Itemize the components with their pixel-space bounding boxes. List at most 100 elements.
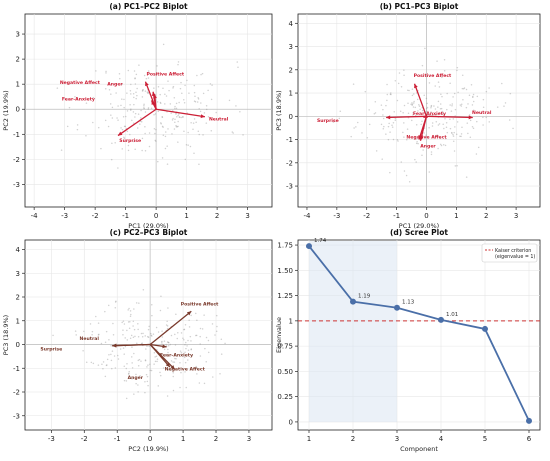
score-point xyxy=(459,135,461,138)
score-point xyxy=(161,157,164,159)
score-point xyxy=(104,375,107,378)
score-point xyxy=(124,125,127,128)
score-point xyxy=(438,123,441,125)
score-point xyxy=(451,132,453,134)
score-point xyxy=(440,107,443,110)
score-point xyxy=(350,135,352,138)
score-point xyxy=(417,110,419,112)
score-point xyxy=(402,112,404,114)
score-point xyxy=(388,122,390,125)
plot-frame xyxy=(24,13,273,208)
plot-frame xyxy=(297,13,541,208)
score-point xyxy=(108,89,111,91)
loading-arrowhead xyxy=(170,365,175,370)
score-point xyxy=(185,347,187,350)
score-point xyxy=(202,134,204,136)
score-point xyxy=(148,325,150,328)
score-point xyxy=(411,94,414,97)
score-point xyxy=(199,110,202,113)
score-point xyxy=(117,167,119,169)
score-point xyxy=(146,375,149,378)
score-point xyxy=(114,306,117,309)
score-point xyxy=(141,149,143,152)
eigenvalue-label: 1.74 xyxy=(314,238,327,244)
score-point xyxy=(135,382,137,385)
score-point xyxy=(386,83,388,86)
score-point xyxy=(75,334,77,336)
score-point xyxy=(97,364,100,366)
score-point xyxy=(134,77,136,79)
score-point xyxy=(215,111,217,114)
score-point xyxy=(461,126,463,128)
score-point xyxy=(426,102,428,105)
score-point xyxy=(482,124,484,126)
score-point xyxy=(207,351,210,354)
legend-box xyxy=(481,243,538,263)
score-point xyxy=(197,130,200,132)
score-point xyxy=(159,102,162,105)
score-point xyxy=(144,132,146,135)
loading-label: Negative Affect xyxy=(406,134,447,140)
loading-arrow xyxy=(413,83,428,117)
score-point xyxy=(469,119,472,122)
x-tick-label: 0 xyxy=(424,212,428,220)
score-point xyxy=(143,104,145,107)
score-point xyxy=(412,111,414,114)
score-point xyxy=(171,133,173,135)
score-point xyxy=(100,342,103,345)
score-point xyxy=(415,142,418,145)
score-point xyxy=(174,357,176,360)
score-point xyxy=(211,323,214,325)
score-point xyxy=(83,330,85,333)
loading-arrowhead xyxy=(414,83,418,89)
eigenvalue-point xyxy=(306,243,312,250)
score-point xyxy=(147,92,149,95)
score-point xyxy=(214,334,216,336)
score-point xyxy=(197,98,200,100)
score-point xyxy=(166,341,169,343)
chart-title: (c) PC2–PC3 Biplot xyxy=(110,228,188,237)
score-point xyxy=(104,341,107,344)
score-point xyxy=(411,102,413,104)
score-point xyxy=(403,136,405,138)
score-point xyxy=(154,356,156,358)
score-point xyxy=(425,97,428,100)
score-point xyxy=(110,353,112,356)
score-point xyxy=(157,160,159,163)
score-point xyxy=(195,312,197,315)
score-point xyxy=(161,125,164,128)
score-point xyxy=(150,334,153,337)
score-point xyxy=(131,362,133,364)
score-point xyxy=(133,352,135,355)
x-tick-label: 3 xyxy=(245,212,249,220)
loading-arrowhead xyxy=(200,114,205,119)
score-point xyxy=(451,103,453,105)
score-point xyxy=(137,384,139,386)
score-point xyxy=(152,333,155,335)
score-point xyxy=(449,118,451,120)
score-point xyxy=(155,355,158,357)
score-point xyxy=(147,70,150,72)
score-point xyxy=(126,362,128,365)
score-point xyxy=(231,131,234,133)
score-point xyxy=(485,116,487,119)
score-point xyxy=(143,107,145,109)
y-tick-label: 0.50 xyxy=(277,368,293,376)
score-point xyxy=(140,121,143,123)
y-tick-label: 4 xyxy=(289,20,294,28)
score-point xyxy=(374,112,377,114)
y-tick-label: -2 xyxy=(13,156,20,164)
score-point xyxy=(441,95,443,98)
loading-arrow xyxy=(418,116,428,140)
score-point xyxy=(123,98,125,101)
score-point xyxy=(478,111,480,114)
score-point xyxy=(396,99,399,102)
y-tick-label: -1 xyxy=(13,131,20,139)
x-tick-label: 3 xyxy=(514,212,518,220)
x-axis-label: PC2 (19.9%) xyxy=(128,445,168,453)
score-point xyxy=(437,100,440,103)
score-point xyxy=(410,103,412,106)
eigenvalue-point xyxy=(482,325,488,332)
x-tick-label: 4 xyxy=(439,435,444,443)
loading-arrowhead xyxy=(165,362,170,368)
